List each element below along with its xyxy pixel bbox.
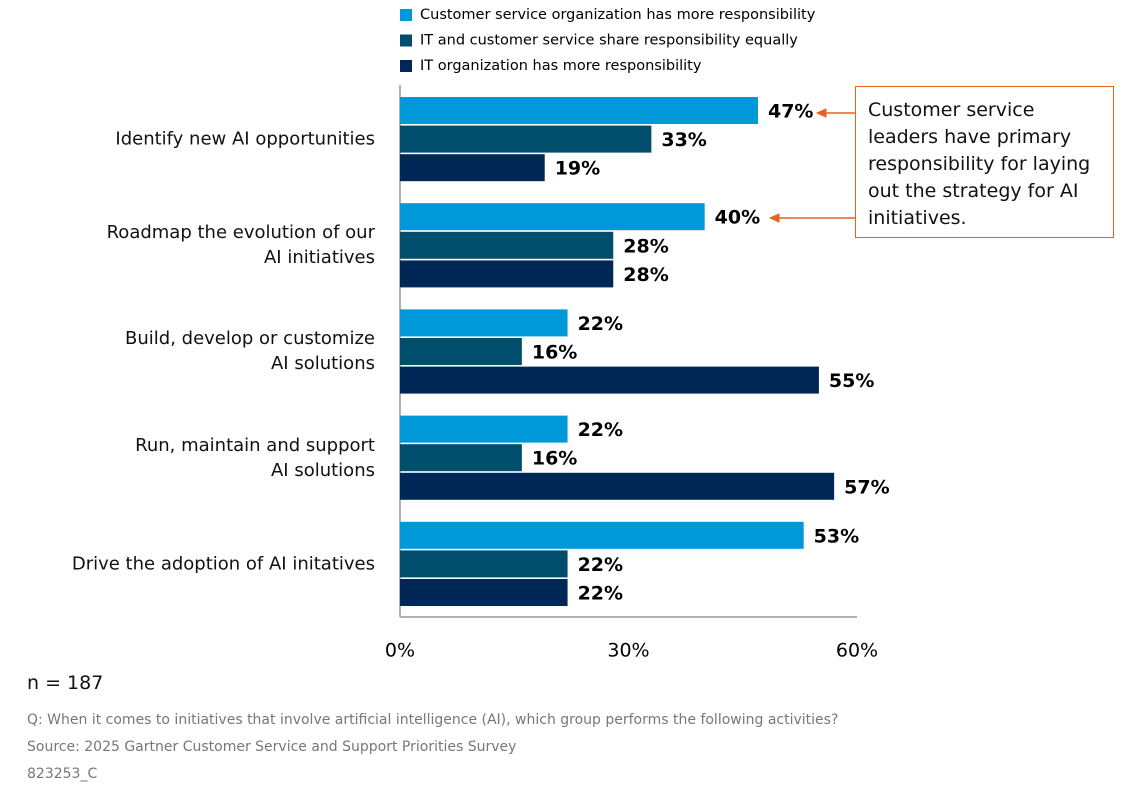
sample-size: n = 187 [27, 672, 104, 694]
value-label: 16% [532, 448, 577, 470]
bar [400, 444, 522, 472]
x-tick-label: 0% [385, 640, 415, 662]
category-label: Identify new AI opportunities [115, 128, 375, 150]
arrow-head [768, 213, 780, 223]
bar [400, 260, 614, 288]
value-label: 57% [844, 476, 889, 498]
arrow-head [815, 108, 827, 118]
value-label: 22% [578, 583, 623, 605]
category-label: Drive the adoption of AI initatives [71, 553, 375, 575]
category-label: Roadmap the evolution of our AI initiati… [106, 222, 375, 269]
value-label: 28% [623, 235, 668, 257]
value-label: 19% [555, 158, 600, 180]
x-tick-label: 60% [836, 640, 878, 662]
value-label: 16% [532, 342, 577, 364]
bar [400, 550, 568, 578]
annotation-arrows [768, 108, 855, 223]
bar [400, 472, 835, 500]
category-label: Run, maintain and support AI solutions [135, 434, 375, 481]
value-label: 55% [829, 370, 874, 392]
legend-label: IT and customer service share responsibi… [420, 33, 798, 49]
value-label: 22% [578, 419, 623, 441]
bar [400, 231, 614, 259]
value-label: 33% [661, 129, 706, 151]
bar [400, 415, 568, 443]
bar [400, 203, 705, 231]
source: Source: 2025 Gartner Customer Service an… [27, 739, 517, 755]
value-label: 53% [814, 525, 859, 547]
bar [400, 579, 568, 606]
value-label: 22% [578, 554, 623, 576]
bar [400, 338, 522, 365]
legend-label: IT organization has more responsibility [420, 58, 702, 74]
bar [400, 309, 568, 337]
value-label: 40% [715, 207, 760, 229]
legend-label: Customer service organization has more r… [420, 7, 816, 23]
legend-swatch [400, 9, 412, 21]
value-label: 47% [768, 101, 813, 123]
question: Q: When it comes to initiatives that inv… [27, 712, 839, 728]
legend-swatch [400, 60, 412, 72]
bar [400, 154, 545, 182]
annotation: Customer service leaders have primary re… [855, 86, 1114, 238]
x-tick-label: 30% [607, 640, 649, 662]
bar [400, 97, 758, 124]
value-label: 22% [578, 313, 623, 335]
figure-id: 823253_C [27, 766, 98, 782]
bar [400, 521, 804, 549]
category-label: Build, develop or customize AI solutions [125, 328, 375, 375]
value-label: 28% [623, 264, 668, 286]
bar [400, 366, 819, 394]
legend-swatch [400, 34, 412, 47]
bar [400, 125, 652, 153]
